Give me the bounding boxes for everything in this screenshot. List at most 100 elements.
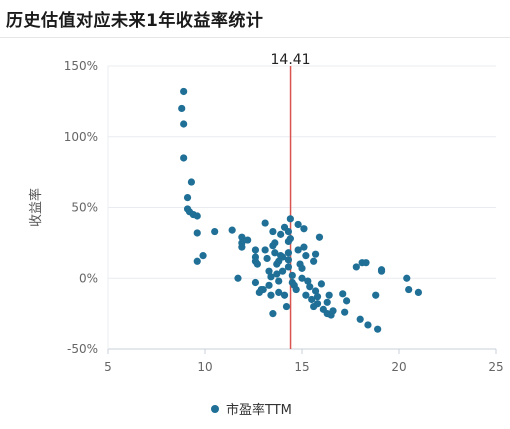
data-point[interactable] [211, 227, 219, 236]
data-point[interactable] [193, 212, 201, 220]
data-point[interactable] [286, 235, 294, 243]
y-tick-label: 0% [79, 271, 98, 285]
data-point[interactable] [244, 236, 252, 244]
data-point[interactable] [325, 291, 333, 299]
data-point[interactable] [405, 285, 413, 294]
data-point[interactable] [257, 285, 265, 294]
data-point[interactable] [261, 219, 269, 227]
y-tick-label: 150% [64, 59, 98, 73]
data-point[interactable] [311, 287, 320, 295]
data-point[interactable] [187, 178, 196, 186]
data-point[interactable] [310, 257, 318, 265]
data-point[interactable] [251, 278, 260, 287]
y-tick-label: 50% [71, 201, 98, 215]
data-point[interactable] [280, 291, 289, 299]
data-point[interactable] [284, 249, 293, 257]
data-point[interactable] [180, 87, 188, 96]
data-point[interactable] [315, 233, 324, 241]
x-tick-label: 5 [104, 360, 112, 374]
data-point[interactable] [271, 239, 279, 247]
data-point[interactable] [339, 290, 347, 298]
data-point[interactable] [267, 273, 275, 281]
data-point[interactable] [317, 280, 325, 288]
y-axis-ticks: 150% 100% 50% 0% -50% [64, 59, 98, 356]
data-point[interactable] [362, 259, 370, 267]
data-point[interactable] [356, 315, 364, 323]
data-point[interactable] [329, 307, 337, 315]
chart-header: 历史估值对应未来1年收益率统计 [0, 0, 510, 38]
y-axis-title: 收益率 [28, 188, 44, 227]
data-point[interactable] [180, 120, 188, 128]
data-point[interactable] [300, 225, 308, 233]
data-point[interactable] [271, 249, 279, 257]
x-tick-label: 15 [294, 360, 309, 374]
data-point[interactable] [372, 291, 380, 299]
current-pe-marker: 14.41 [271, 52, 311, 349]
current-pe-label: 14.41 [271, 52, 311, 68]
data-point[interactable] [352, 263, 360, 271]
data-point[interactable] [253, 260, 261, 268]
data-point[interactable] [282, 302, 291, 311]
data-point[interactable] [306, 283, 314, 291]
data-point[interactable] [178, 104, 186, 113]
data-point[interactable] [374, 325, 382, 333]
data-point[interactable] [251, 246, 260, 254]
data-point[interactable] [267, 291, 275, 299]
legend-marker [211, 405, 219, 413]
data-point[interactable] [298, 264, 306, 272]
data-point[interactable] [377, 267, 386, 275]
data-point[interactable] [341, 308, 349, 316]
x-tick-label: 25 [488, 360, 503, 374]
data-point[interactable] [263, 254, 271, 263]
data-point[interactable] [298, 274, 306, 282]
data-point[interactable] [275, 257, 283, 265]
data-point[interactable] [313, 293, 322, 301]
data-point[interactable] [199, 252, 207, 260]
data-point[interactable] [193, 229, 201, 237]
y-tick-label: 100% [64, 130, 98, 144]
data-point[interactable] [277, 230, 285, 238]
data-point[interactable] [414, 288, 422, 296]
chart-title: 历史估值对应未来1年收益率统计 [6, 11, 264, 31]
scatter-points[interactable] [178, 87, 422, 333]
data-point[interactable] [193, 257, 201, 265]
data-point[interactable] [364, 321, 372, 329]
data-point[interactable] [308, 295, 316, 304]
data-point[interactable] [261, 246, 269, 254]
legend[interactable]: 市盈率TTM [211, 402, 292, 418]
data-point[interactable] [238, 233, 246, 241]
data-point[interactable] [302, 252, 310, 260]
legend-label[interactable]: 市盈率TTM [226, 402, 292, 418]
data-point[interactable] [273, 270, 281, 278]
data-point[interactable] [228, 226, 236, 234]
data-point[interactable] [292, 285, 300, 294]
data-point[interactable] [343, 297, 351, 305]
data-point[interactable] [265, 267, 273, 275]
data-point[interactable] [300, 243, 308, 251]
data-point[interactable] [269, 227, 277, 236]
data-point[interactable] [288, 271, 296, 280]
data-point[interactable] [302, 291, 310, 299]
data-point[interactable] [294, 220, 302, 229]
data-point[interactable] [313, 300, 322, 308]
data-point[interactable] [284, 263, 293, 271]
data-point[interactable] [275, 288, 283, 296]
data-point[interactable] [304, 277, 312, 285]
data-point[interactable] [286, 215, 294, 223]
data-point[interactable] [311, 250, 320, 258]
data-point[interactable] [183, 193, 192, 202]
data-point[interactable] [269, 310, 277, 318]
data-point[interactable] [265, 281, 273, 289]
data-point[interactable] [275, 277, 283, 285]
data-point[interactable] [279, 267, 287, 275]
data-point[interactable] [323, 298, 331, 306]
data-point[interactable] [234, 274, 242, 282]
data-point[interactable] [238, 239, 246, 247]
data-point[interactable] [294, 246, 302, 254]
data-point[interactable] [403, 274, 411, 282]
data-point[interactable] [180, 154, 188, 162]
data-point[interactable] [284, 227, 293, 236]
data-point[interactable] [284, 256, 293, 264]
y-axis-title-text: 收益率 [28, 188, 44, 227]
